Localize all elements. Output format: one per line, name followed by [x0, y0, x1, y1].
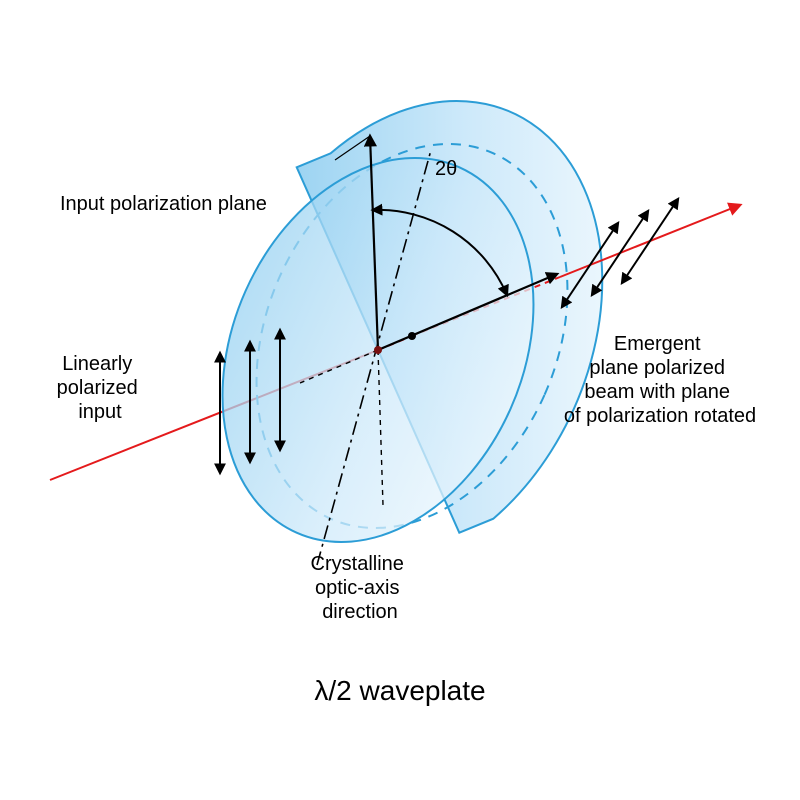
center-dot-front: [374, 346, 382, 354]
center-dot-back: [408, 332, 416, 340]
label-optic-axis: Crystalline optic-axis direction: [311, 553, 410, 623]
label-lin-input: Linearly polarized input: [57, 353, 144, 423]
diagram-title: λ/2 waveplate: [314, 675, 485, 706]
label-input-plane: Input polarization plane: [60, 193, 267, 215]
label-angle: 2θ: [435, 158, 457, 180]
